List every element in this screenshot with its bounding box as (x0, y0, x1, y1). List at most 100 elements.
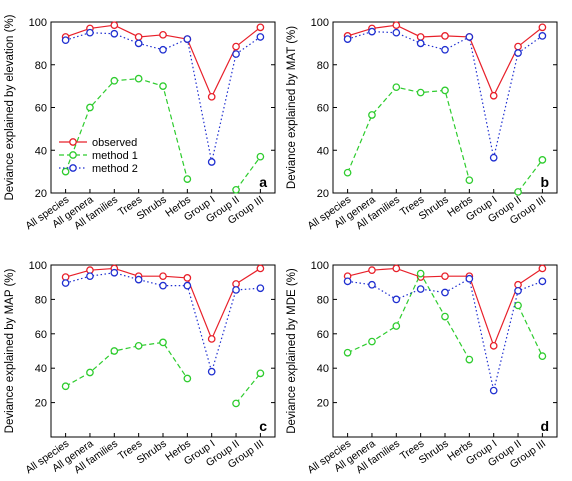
data-point (256, 264, 265, 273)
y-tick-label: 60 (317, 103, 329, 115)
data-point (159, 281, 167, 290)
data-point (183, 35, 192, 43)
data-point (61, 382, 70, 391)
panel-label: d (540, 418, 549, 434)
data-point (86, 28, 94, 37)
data-point (159, 82, 167, 90)
data-point (441, 86, 449, 95)
data-point (110, 21, 119, 30)
y-tick-label: 40 (35, 145, 47, 157)
y-tick-label: 100 (29, 260, 47, 272)
y-tick-label: 80 (317, 294, 329, 306)
legend-label: method 1 (92, 150, 138, 162)
data-point (86, 103, 94, 112)
data-point (232, 42, 240, 51)
legend-label: observed (92, 137, 137, 149)
data-point (256, 23, 265, 32)
data-point (134, 341, 143, 350)
data-point (489, 153, 498, 162)
data-point (256, 369, 265, 378)
data-point (392, 295, 401, 304)
y-tick-label: 20 (35, 398, 47, 410)
data-point (86, 272, 94, 281)
series-line-3 (347, 31, 543, 158)
data-point (110, 268, 119, 277)
data-point (465, 274, 474, 283)
data-point (416, 285, 425, 293)
y-tick-label: 20 (317, 398, 329, 410)
data-point (183, 274, 192, 282)
data-point (343, 168, 352, 177)
data-point (538, 277, 547, 286)
y-tick-label: 60 (317, 329, 329, 341)
panel-label: b (540, 174, 549, 190)
data-point (441, 32, 449, 40)
series-line-2 (347, 272, 470, 360)
data-point (159, 30, 167, 39)
y-tick-label: 40 (317, 363, 329, 375)
data-point (416, 33, 425, 41)
data-point (207, 367, 216, 376)
y-axis-title: Deviance explained by MAP (%) (4, 268, 16, 433)
data-point (489, 386, 498, 395)
y-axis-title: Deviance explained by MDE (%) (286, 268, 298, 434)
data-point (232, 399, 240, 408)
data-point (538, 264, 547, 273)
data-point (465, 33, 474, 41)
data-point (159, 338, 167, 347)
data-point (207, 335, 216, 343)
data-point (232, 185, 240, 194)
data-point (183, 374, 192, 383)
data-point (134, 74, 143, 83)
data-point (343, 35, 352, 43)
y-tick-label: 20 (35, 188, 47, 200)
y-tick-label: 100 (311, 260, 329, 272)
data-point (368, 280, 376, 289)
data-point (207, 92, 216, 101)
series-line-2 (65, 341, 188, 387)
panel-label: a (259, 174, 267, 190)
data-point (343, 348, 352, 357)
data-point (465, 176, 474, 185)
data-point (61, 167, 70, 176)
panel-label: c (259, 418, 267, 434)
legend-marker (69, 164, 77, 172)
y-tick-label: 80 (35, 60, 47, 72)
data-point (392, 264, 401, 273)
y-tick-label: 100 (311, 17, 329, 29)
series-line-1 (347, 267, 543, 348)
data-point (514, 301, 522, 310)
data-point (392, 322, 401, 330)
data-point (207, 158, 216, 166)
series-line-2 (517, 159, 543, 193)
y-tick-label: 100 (29, 17, 47, 29)
data-point (110, 347, 119, 355)
series-line-2 (517, 305, 543, 357)
legend-marker (69, 151, 77, 159)
data-point (232, 286, 240, 294)
data-point (514, 42, 522, 51)
data-point (134, 275, 143, 284)
data-point (489, 341, 498, 350)
data-point (61, 36, 70, 45)
y-tick-label: 60 (35, 329, 47, 341)
data-point (392, 83, 401, 92)
data-point (256, 152, 265, 161)
series-line-2 (235, 372, 261, 404)
data-point (134, 39, 143, 48)
data-point (441, 312, 449, 321)
data-point (368, 111, 376, 119)
y-tick-label: 40 (35, 363, 47, 375)
data-point (134, 33, 143, 41)
y-axis-title: Deviance explained by MAT (%) (286, 26, 298, 189)
data-point (368, 337, 376, 346)
data-point (110, 76, 119, 85)
data-point (343, 277, 352, 286)
data-point (110, 29, 119, 38)
data-point (514, 49, 522, 57)
y-tick-label: 40 (317, 145, 329, 157)
